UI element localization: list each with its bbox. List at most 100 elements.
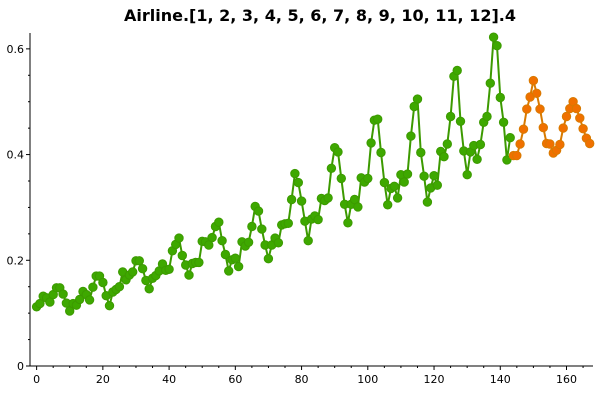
x-tick-label: 60 [228,373,242,386]
data-point [492,41,502,51]
data-point [286,194,297,205]
data-point [383,200,393,210]
data-point [353,202,363,212]
data-point [128,267,138,277]
data-point [422,197,433,207]
x-tick-label: 40 [162,373,176,386]
data-point [528,75,539,86]
data-point [439,152,449,162]
data-point [253,206,264,216]
data-point [303,236,313,246]
x-tick-label: 140 [490,373,511,386]
x-tick-label: 0 [33,373,40,386]
data-point [243,237,254,248]
data-point [296,196,307,206]
data-point [538,122,548,133]
x-tick-label: 120 [424,373,445,386]
data-point [522,104,532,114]
data-point [217,236,227,246]
data-point [293,177,303,188]
data-point [445,111,456,122]
data-point [84,295,95,305]
data-point [98,277,108,288]
data-point [184,270,194,280]
data-point [326,163,337,174]
data-point [333,147,343,157]
data-point [224,266,234,276]
data-point [535,104,545,114]
data-point [257,224,267,234]
data-point [75,294,85,305]
data-point [442,139,452,149]
data-point [379,177,390,188]
data-point [419,171,429,181]
data-point [207,232,217,243]
data-point [498,117,509,128]
data-point [214,217,224,227]
x-tick-label: 100 [357,373,378,386]
data-point [283,218,293,229]
data-point [585,138,595,149]
data-point [429,171,439,181]
x-tick-label: 20 [96,373,110,386]
data-point [512,150,522,161]
data-point [416,147,426,158]
data-point [104,301,115,311]
data-point [137,264,148,274]
y-tick-label: 0.6 [7,43,25,56]
data-point [495,92,505,103]
data-point [462,170,472,180]
data-point [58,289,68,299]
data-point [402,169,413,179]
data-point [432,180,442,190]
data-point [233,261,244,272]
chart-title: Airline.[1, 2, 3, 4, 5, 6, 7, 8, 9, 10, … [123,6,516,25]
data-point [475,139,486,150]
data-point [230,253,241,263]
data-point [343,218,353,228]
data-point [376,147,386,158]
data-point [114,282,125,292]
x-tick-label: 160 [556,373,577,386]
data-point [452,65,462,76]
data-point [555,139,565,150]
data-point [273,238,284,248]
data-point [399,177,409,187]
data-point [88,282,98,292]
data-point [373,114,383,124]
data-point [518,124,529,134]
series-line-0 [35,36,512,314]
data-point [134,256,145,266]
data-point [194,257,204,268]
data-point [290,168,300,179]
data-point [144,284,154,294]
data-point [545,139,555,149]
data-point [247,221,257,232]
data-point [263,254,274,264]
data-point [482,111,492,122]
data-point [336,173,346,184]
data-point [472,154,482,165]
data-point [220,249,231,260]
data-point [363,173,373,184]
data-point [571,103,582,114]
data-point [174,233,184,243]
y-tick-label: 0.4 [7,149,25,162]
data-point [515,139,525,149]
data-point [313,214,323,225]
data-point [455,116,466,127]
data-point [558,123,568,133]
data-point [412,94,423,104]
data-point [406,131,416,141]
data-point [488,32,499,42]
data-point [164,264,174,274]
data-point [575,113,585,123]
data-point [392,193,403,203]
data-point [177,250,188,261]
data-point [561,111,572,122]
data-point [366,138,376,148]
data-point [323,193,333,203]
data-point [389,181,399,192]
